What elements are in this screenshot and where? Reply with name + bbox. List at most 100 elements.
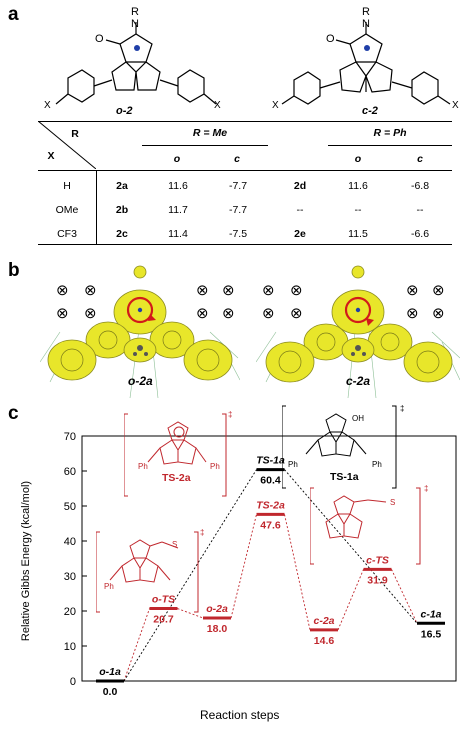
atom-label-n-left: N (131, 18, 139, 30)
surface-label-c2a: c-2a (346, 374, 371, 388)
inset-ots-structure (95, 531, 199, 613)
table-row1-x: H (63, 180, 71, 192)
inset-ts2a-ph-left: Ph (138, 462, 148, 471)
field-symbol: ⊗ (432, 305, 445, 322)
table-row2-o1: 11.7 (168, 204, 188, 216)
atom-label-r-right: R (362, 6, 370, 18)
acid-surface-o2a (40, 265, 240, 399)
inset-ts2a-dagger: ‡ (228, 410, 233, 419)
table-row3-x: CF3 (57, 228, 77, 240)
atom-label-o-right: O (326, 33, 335, 45)
energy-connector (337, 569, 364, 631)
inset-ts2a-ph-right: Ph (210, 462, 220, 471)
y-tick-label: 30 (64, 571, 76, 583)
inset-ts1a-structure (281, 405, 397, 489)
table-group-rule-me (142, 145, 268, 146)
atom-label-x-left-1: X (44, 100, 51, 111)
level-name-label: c-2a (313, 615, 334, 627)
y-tick-label: 0 (70, 676, 76, 688)
field-symbol: ⊗ (84, 282, 97, 299)
y-tick-label: 60 (64, 466, 76, 478)
table-row3-c2: -6.6 (410, 228, 430, 240)
table-row3-cmpd2: 2e (294, 228, 306, 240)
field-symbol: ⊗ (432, 282, 445, 299)
panel-label-c: c (8, 403, 19, 424)
energy-connector (230, 514, 257, 619)
level-name-label: o-1a (99, 666, 121, 678)
table-column-divider (96, 170, 97, 244)
inset-cts (309, 486, 422, 566)
level-value-label: 0.0 (103, 686, 118, 698)
level-name-label: c-TS (366, 554, 389, 566)
inset-cts-dagger: ‡ (424, 484, 429, 493)
level-name-label: TS-2a (256, 499, 285, 511)
level-value-label: 47.6 (260, 519, 281, 531)
plot-frame (81, 435, 457, 682)
table-group-header-ph: R = Ph (373, 127, 407, 139)
field-symbol: ⊗ (222, 282, 235, 299)
level-name-label: c-1a (420, 608, 441, 620)
table-header-rule (38, 170, 452, 171)
inset-ts1a-dagger: ‡ (400, 404, 405, 413)
y-tick-label: 10 (64, 641, 76, 653)
panel-label-a: a (8, 4, 19, 25)
level-value-label: 20.7 (153, 614, 174, 626)
inset-ots-dagger: ‡ (200, 528, 205, 537)
table-row1-o2: 11.6 (348, 180, 368, 192)
table-row3-cmpd1: 2c (116, 228, 128, 240)
level-name-label: o-2a (206, 603, 228, 615)
inset-ots-ph: Ph (104, 582, 114, 591)
level-value-label: 31.9 (367, 574, 388, 586)
field-symbol: ⊗ (196, 282, 209, 299)
level-value-label: 60.4 (260, 475, 281, 487)
atom-label-x-left-2: X (214, 100, 221, 111)
structure-label-c2: c-2 (362, 105, 378, 117)
level-value-label: 18.0 (207, 623, 228, 635)
table-row1-cmpd1: 2a (116, 180, 128, 192)
inset-ots (95, 530, 200, 614)
table-corner-diagonal (38, 121, 96, 169)
inset-ts1a-label: TS-1a (330, 471, 359, 483)
field-symbol: ⊗ (84, 305, 97, 322)
inset-ts2a (123, 412, 228, 498)
table-top-rule (38, 121, 452, 122)
field-symbol: ⊗ (56, 282, 69, 299)
table-bottom-rule (38, 244, 452, 245)
table-group-rule-ph (328, 145, 452, 146)
field-symbol: ⊗ (56, 305, 69, 322)
atom-label-r-left: R (131, 6, 139, 18)
structure-c2 (281, 22, 451, 105)
table-row2-cmpd1: 2b (115, 204, 129, 216)
y-tick-label: 40 (64, 536, 76, 548)
field-symbol: ⊗ (290, 305, 303, 322)
atom-label-x-right-1: X (272, 100, 279, 111)
inset-cts-structure (309, 487, 421, 565)
atom-label-n-right: N (362, 18, 370, 30)
field-symbol: ⊗ (290, 282, 303, 299)
table-row1-c1: -7.7 (228, 180, 248, 192)
energy-connector (123, 608, 150, 682)
inset-ots-so3h: S (172, 540, 178, 549)
inset-ts1a-ph-right: Ph (372, 460, 382, 469)
table-subheader-o-ph: o (354, 153, 362, 165)
table-subheader-c-me: c (234, 153, 240, 165)
inset-ts2a-label: TS-2a (162, 472, 191, 484)
inset-cts-so3h: S (390, 498, 396, 507)
energy-connector (284, 469, 418, 624)
y-tick-label: 70 (64, 431, 76, 443)
inset-ts1a-ph-left: Ph (288, 460, 298, 469)
y-tick-label: 50 (64, 501, 76, 513)
table-corner-r: R (71, 128, 79, 140)
field-symbol: ⊗ (406, 282, 419, 299)
level-value-label: 14.6 (314, 635, 335, 647)
surface-label-o2a: o-2a (128, 374, 153, 388)
table-row2-x: OMe (55, 204, 79, 216)
field-symbol: ⊗ (222, 305, 235, 322)
table-row2-o2: -- (354, 204, 362, 216)
y-tick-label: 20 (64, 606, 76, 618)
acid-surface-c2a (256, 265, 460, 399)
inset-ts1a (281, 404, 398, 490)
table-row1-c2: -6.8 (410, 180, 430, 192)
energy-connector (284, 514, 311, 630)
table-row2-c1: -7.7 (228, 204, 248, 216)
